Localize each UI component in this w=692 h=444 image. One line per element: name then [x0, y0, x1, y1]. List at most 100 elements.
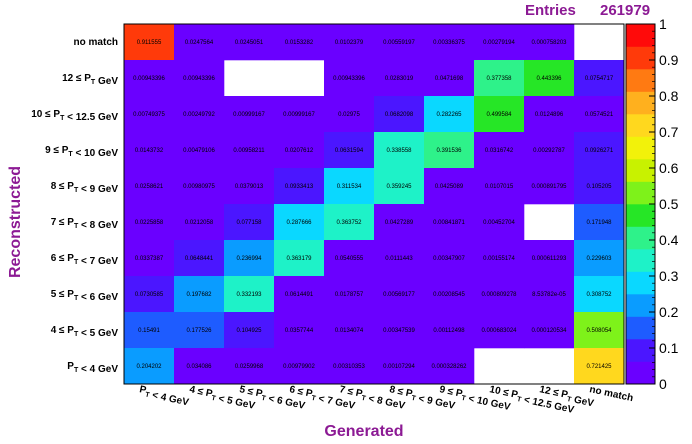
- y-tick-label: 6 ≤ PT < 7 GeV: [51, 253, 119, 267]
- y-tick-label: 4 ≤ PT < 5 GeV: [51, 325, 119, 339]
- heatmap-cell: [174, 240, 225, 277]
- cell-value-label: 0.0258621: [135, 184, 164, 190]
- cell-value-label: 0.00107294: [383, 364, 415, 370]
- heatmap-cell: [324, 60, 375, 97]
- heatmap-cell: [324, 168, 375, 205]
- colorbar-tick-label: 0.8: [659, 88, 679, 104]
- heatmap-cell: [574, 168, 625, 205]
- heatmap-cell: [174, 60, 225, 97]
- cell-value-label: 0.0427289: [385, 220, 414, 226]
- cell-value-label: 0.197682: [186, 292, 212, 298]
- heatmap-cell: [174, 204, 225, 241]
- cell-value-label: 0.00943396: [333, 76, 365, 82]
- cell-value-label: 0.000328262: [431, 364, 467, 370]
- cell-value-label: 0.00979902: [283, 364, 315, 370]
- cell-value-label: 0.0754717: [585, 76, 614, 82]
- heatmap-cell: [224, 204, 275, 241]
- heatmap-cell: [124, 312, 175, 349]
- heatmap-cell: [574, 96, 625, 133]
- heatmap-cell: [374, 240, 425, 277]
- heatmap-cell: [274, 276, 325, 313]
- cell-value-label: 0.00999167: [233, 112, 265, 118]
- cell-value-label: 0.359245: [386, 184, 412, 190]
- heatmap-cell: [224, 276, 275, 313]
- heatmap-cell: [274, 132, 325, 169]
- heatmap-cell: [274, 240, 325, 277]
- cell-value-label: 0.229603: [586, 256, 612, 262]
- colorbar-tick-label: 0.7: [659, 124, 679, 140]
- colorbar-segment: [626, 69, 655, 92]
- cell-value-label: 0.391536: [436, 148, 462, 154]
- heatmap-cell: [424, 132, 475, 169]
- heatmap-cell: [574, 60, 625, 97]
- cell-value-label: 0.00112498: [433, 328, 465, 334]
- colorbar-tick-label: 0.3: [659, 268, 679, 284]
- colorbar-segment: [626, 316, 655, 340]
- cell-value-label: 0.00249792: [183, 112, 215, 118]
- cell-value-label: 0.0245051: [235, 40, 264, 46]
- cell-value-label: 0.0648441: [185, 256, 214, 262]
- cell-value-label: 0.104925: [236, 328, 262, 334]
- cell-value-label: 0.282265: [436, 112, 462, 118]
- cell-value-label: 0.000611293: [532, 256, 567, 262]
- cell-value-label: 0.363752: [336, 220, 362, 226]
- cell-value-label: 0.0225858: [135, 220, 164, 226]
- heatmap-cell: [574, 132, 625, 169]
- y-tick-label: 12 ≤ PT GeV: [62, 73, 118, 87]
- cell-value-label: 0.0471698: [435, 76, 464, 82]
- cell-value-label: 0.0134074: [335, 328, 364, 334]
- cell-value-label: 0.00336375: [433, 40, 465, 46]
- cell-value-label: 0.911555: [137, 40, 162, 46]
- cell-value-label: 0.105205: [586, 184, 612, 190]
- cell-value-label: 0.236994: [236, 256, 262, 262]
- cell-value-label: 0.00980975: [183, 184, 215, 190]
- heatmap-cell: [274, 312, 325, 349]
- cell-value-label: 0.000891795: [531, 184, 567, 190]
- colorbar-tick-label: 0: [659, 376, 667, 392]
- y-tick-label: 7 ≤ PT < 8 GeV: [51, 217, 119, 231]
- heatmap-cell: [574, 312, 625, 349]
- y-tick-label: 8 ≤ PT < 9 GeV: [51, 181, 119, 195]
- x-axis-title: Generated: [324, 423, 403, 440]
- colorbar-segment: [626, 271, 655, 295]
- cell-value-label: 0.00569177: [383, 292, 415, 298]
- heatmap-cell: [524, 168, 575, 205]
- cell-value-label: 0.0933413: [285, 184, 314, 190]
- heatmap-cell: [174, 276, 225, 313]
- entries-label: Entries: [525, 2, 576, 19]
- heatmap-cell: [424, 60, 475, 97]
- cell-value-label: 0.00208545: [433, 292, 465, 298]
- heatmap-cell: [424, 96, 475, 133]
- heatmap-cell: [174, 168, 225, 205]
- cell-value-label: 0.0540555: [335, 256, 364, 262]
- cell-value-label: 0.000809278: [481, 292, 517, 298]
- colorbar-segment: [626, 159, 655, 182]
- cell-value-label: 0.00958211: [233, 148, 265, 154]
- heatmap-cell: [474, 60, 525, 97]
- cell-value-label: 0.332193: [236, 292, 262, 298]
- heatmap-cell: [424, 240, 475, 277]
- heatmap-cell: [524, 96, 575, 133]
- cell-value-label: 0.00279194: [483, 40, 515, 46]
- heatmap-cell: [424, 348, 475, 385]
- cell-value-label: 0.0212058: [185, 220, 214, 226]
- y-axis-title: Reconstructed: [7, 166, 24, 278]
- heatmap-cell: [474, 96, 525, 133]
- heatmap-cell: [274, 168, 325, 205]
- heatmap-cell: [224, 348, 275, 385]
- heatmap-cell: [124, 204, 175, 241]
- x-tick-label: PT < 4 GeV: [138, 384, 191, 408]
- cell-value-label: 0.034086: [186, 364, 212, 370]
- cell-value-label: 0.00155174: [483, 256, 515, 262]
- heatmap-cell: [374, 204, 425, 241]
- heatmap-cell: [124, 96, 175, 133]
- cell-value-label: 0.287666: [286, 220, 312, 226]
- colorbar-segment: [626, 339, 655, 362]
- colorbar-tick-label: 0.6: [659, 160, 679, 176]
- heatmap-cell: [424, 204, 475, 241]
- heatmap-cell: [524, 60, 575, 97]
- cell-value-label: 0.0337387: [135, 256, 164, 262]
- cell-value-label: 0.0316742: [485, 148, 514, 154]
- heatmap-cell: [124, 276, 175, 313]
